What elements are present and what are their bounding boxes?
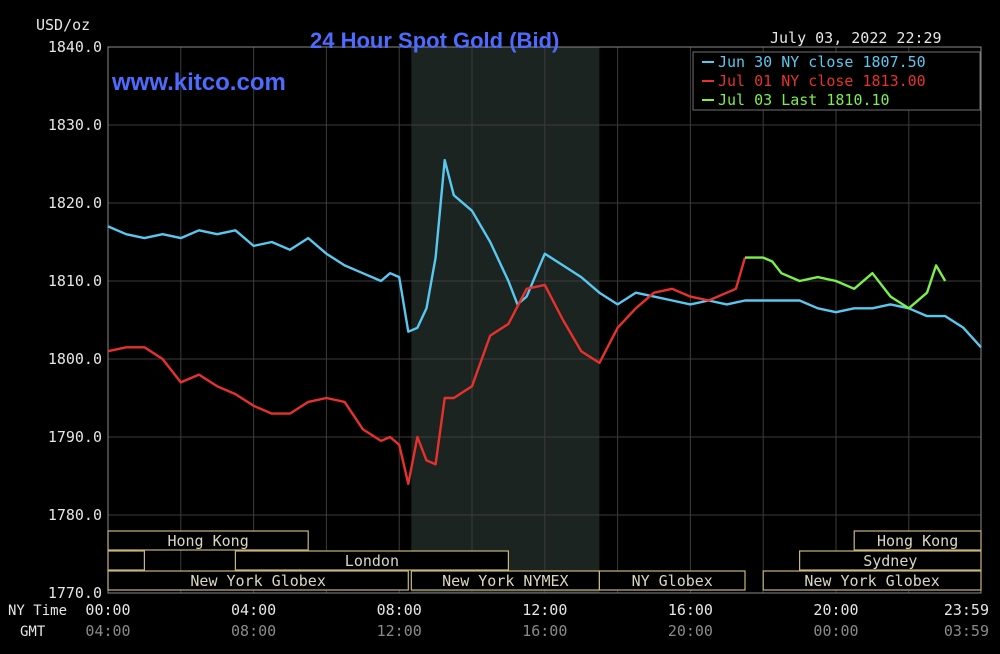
x-tick-gmt: 04:00 <box>85 622 130 640</box>
x-tick-ny: 00:00 <box>85 601 130 619</box>
chart-title: 24 Hour Spot Gold (Bid) <box>310 28 559 53</box>
session-label: New York NYMEX <box>442 572 568 590</box>
x-tick-ny: 20:00 <box>813 601 858 619</box>
session-label: Hong Kong <box>167 532 248 550</box>
y-tick-label: 1810.0 <box>48 272 102 290</box>
legend: Jun 30 NY close 1807.50 Jul 01 NY close … <box>692 51 981 111</box>
y-tick-label: 1820.0 <box>48 194 102 212</box>
x-tick-gmt: 12:00 <box>377 622 422 640</box>
session-box <box>762 570 982 591</box>
x-tick-ny: 23:59 <box>944 601 989 619</box>
legend-jul03: Jul 03 Last 1810.10 <box>718 91 890 109</box>
session-box <box>107 530 309 551</box>
x-tick-gmt: 00:00 <box>813 622 858 640</box>
session-box <box>853 530 982 551</box>
watermark-url: www.kitco.com <box>111 69 286 96</box>
x-tick-ny: 04:00 <box>231 601 276 619</box>
session-label: Hong Kong <box>877 532 958 550</box>
session-box <box>598 570 746 591</box>
y-axis-ticks: 1840.0 1830.0 1820.0 1810.0 1800.0 1790.0 1780… <box>48 38 102 602</box>
y-tick-label: 1770.0 <box>48 584 102 602</box>
timestamp: July 03, 2022 22:29 <box>770 29 942 47</box>
plot-frame <box>107 46 982 594</box>
legend-box <box>692 51 981 111</box>
session-box <box>107 550 146 571</box>
x-tick-ny: 08:00 <box>377 601 422 619</box>
series-line-1 <box>107 257 747 485</box>
y-tick-label: 1780.0 <box>48 506 102 524</box>
series-line-2 <box>745 256 947 310</box>
unit-label: USD/oz <box>36 16 90 34</box>
session-label: NY Globex <box>632 572 713 590</box>
x-tick-ny: 12:00 <box>522 601 567 619</box>
x-tick-gmt: 03:59 <box>944 622 989 640</box>
x-tick-gmt: 08:00 <box>231 622 276 640</box>
y-tick-label: 1800.0 <box>48 350 102 368</box>
market-sessions: Hong Kong London New York Globex New York N… <box>107 530 982 591</box>
ny-time-label: NY Time <box>8 603 67 619</box>
x-tick-ny: 16:00 <box>668 601 713 619</box>
y-tick-label: 1830.0 <box>48 116 102 134</box>
session-box <box>107 570 409 591</box>
y-tick-label: 1840.0 <box>48 38 102 56</box>
price-series <box>107 158 982 485</box>
session-label: London <box>345 552 399 570</box>
legend-jun30: Jun 30 NY close 1807.50 <box>718 53 926 71</box>
session-box <box>234 550 510 571</box>
session-box <box>799 550 982 571</box>
x-axis-ticks: 00:00 04:00 04:00 08:00 08:00 12:00 12:00 16:00… <box>85 601 989 640</box>
y-tick-label: 1790.0 <box>48 428 102 446</box>
x-tick-gmt: 20:00 <box>668 622 713 640</box>
session-label: Sydney <box>863 552 917 570</box>
session-label: New York Globex <box>804 572 939 590</box>
nymex-session-highlight <box>411 47 600 593</box>
session-label: New York Globex <box>190 572 325 590</box>
series-line-0 <box>107 158 982 349</box>
x-tick-gmt: 16:00 <box>522 622 567 640</box>
gmt-label: GMT <box>20 624 46 640</box>
legend-jul01: Jul 01 NY close 1813.00 <box>718 72 926 90</box>
